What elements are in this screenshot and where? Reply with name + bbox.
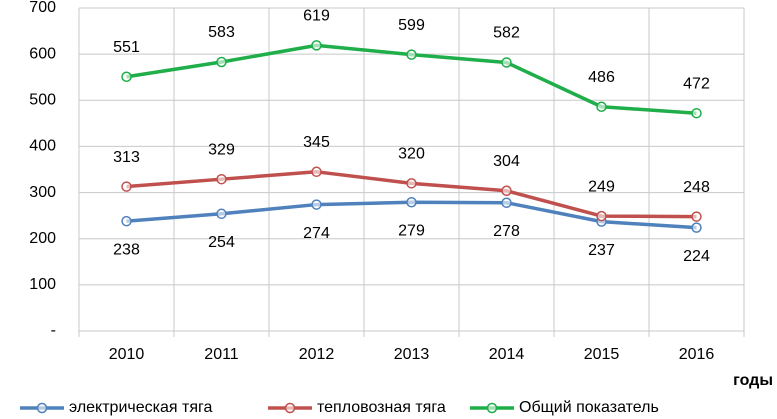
marker — [596, 101, 607, 112]
data-label: 329 — [208, 141, 235, 158]
marker — [406, 178, 417, 189]
y-tick-label: 300 — [29, 184, 56, 201]
data-label: 313 — [113, 149, 140, 166]
x-tick-label: 2013 — [394, 346, 430, 363]
x-tick-label: 2012 — [299, 346, 335, 363]
legend-marker — [36, 402, 48, 414]
data-label: 320 — [398, 146, 425, 163]
data-label: 582 — [493, 25, 520, 42]
data-label: 345 — [303, 134, 330, 151]
legend-label: Общий показатель — [519, 399, 659, 416]
marker — [501, 185, 512, 196]
data-label: 279 — [398, 222, 425, 239]
data-label: 583 — [208, 24, 235, 41]
data-label: 486 — [588, 69, 615, 86]
y-tick-label: 600 — [29, 45, 56, 62]
marker — [311, 166, 322, 178]
marker — [691, 222, 702, 233]
x-tick-label: 2015 — [584, 346, 620, 363]
data-label: 248 — [683, 179, 710, 196]
y-tick-label: 700 — [29, 0, 56, 16]
data-label: 472 — [683, 75, 710, 92]
y-tick-label: 400 — [29, 138, 56, 155]
marker — [501, 57, 512, 68]
data-label: 599 — [398, 17, 425, 34]
y-tick-label: 100 — [29, 276, 56, 293]
marker — [691, 211, 702, 222]
legend-label: тепловозная тяга — [317, 399, 446, 416]
data-label: 551 — [113, 39, 140, 56]
y-tick-label: - — [51, 322, 56, 339]
marker — [121, 71, 132, 83]
data-label: 249 — [588, 178, 615, 195]
legend-marker — [284, 402, 296, 414]
marker — [121, 181, 132, 192]
x-tick-label: 2014 — [489, 346, 525, 363]
legend-marker — [486, 402, 498, 414]
data-label: 619 — [303, 8, 330, 25]
data-label: 224 — [683, 248, 710, 265]
marker — [691, 107, 702, 119]
x-axis-label: годы — [733, 372, 773, 389]
marker — [121, 215, 132, 227]
marker — [406, 49, 417, 60]
marker — [311, 40, 322, 51]
data-label: 237 — [588, 242, 615, 259]
y-tick-label: 200 — [29, 230, 56, 247]
marker — [311, 199, 322, 210]
marker — [596, 210, 607, 222]
marker — [216, 173, 227, 185]
x-tick-label: 2011 — [204, 346, 239, 363]
x-tick-label: 2010 — [109, 346, 145, 363]
data-label: 254 — [208, 234, 235, 251]
marker — [501, 197, 512, 208]
marker — [216, 208, 227, 220]
data-label: 238 — [113, 241, 140, 258]
x-tick-label: 2016 — [679, 346, 715, 363]
data-label: 304 — [493, 153, 520, 170]
legend-label: электрическая тяга — [69, 399, 212, 416]
marker — [216, 56, 227, 68]
data-label: 278 — [493, 223, 520, 240]
marker — [406, 197, 417, 208]
y-tick-label: 500 — [29, 92, 56, 109]
data-label: 274 — [303, 225, 330, 242]
